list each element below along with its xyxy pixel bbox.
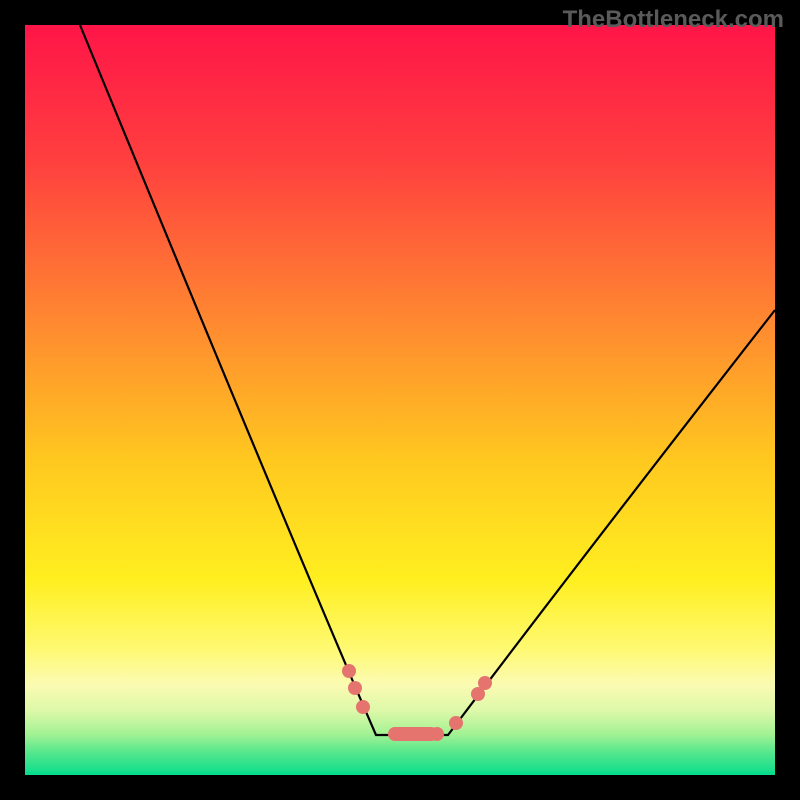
bottleneck-chart (0, 0, 800, 800)
marker-dot (356, 700, 370, 714)
marker-dot (449, 716, 463, 730)
marker-dot (342, 664, 356, 678)
marker-dot (348, 681, 362, 695)
marker-dot (430, 727, 444, 741)
gradient-background (25, 25, 775, 775)
watermark-text: TheBottleneck.com (563, 6, 784, 34)
marker-dot (478, 676, 492, 690)
